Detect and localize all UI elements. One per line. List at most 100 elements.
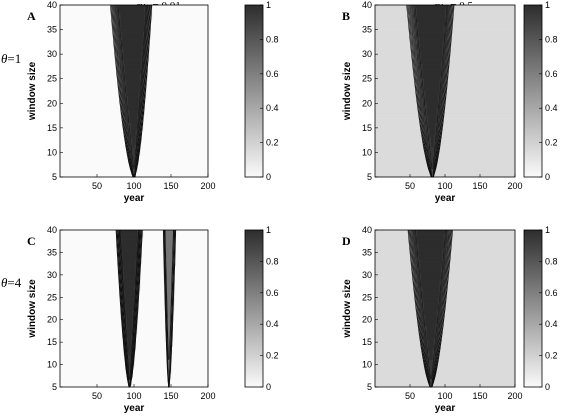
heatmap-cell: [412, 44, 415, 48]
heatmap-cell: [424, 308, 439, 312]
heatmap-cell: [375, 174, 432, 178]
heatmap-cell: [422, 310, 425, 314]
heatmap-cell: [442, 93, 444, 97]
heatmap-cell: [168, 342, 170, 345]
heatmap-cell: [429, 382, 433, 386]
heatmap-cell: [116, 39, 119, 43]
heatmap-cell: [120, 247, 123, 251]
colorbar-tick-label: 0.2: [545, 138, 558, 148]
heatmap-cell: [417, 247, 419, 251]
y-tick-label: 5: [367, 172, 372, 182]
heatmap-cell: [128, 118, 130, 121]
heatmap-cell: [122, 36, 144, 40]
heatmap-cell: [123, 277, 136, 280]
heatmap-cell: [446, 44, 449, 48]
heatmap-cell: [415, 247, 418, 251]
heatmap-cell: [421, 68, 423, 72]
heatmap-cell: [166, 304, 172, 307]
heatmap-cell: [375, 63, 414, 67]
heatmap-cell: [142, 34, 145, 38]
heatmap-cell: [452, 5, 454, 8]
heatmap-cell: [440, 301, 443, 305]
heatmap-cell: [449, 9, 451, 13]
heatmap-cell: [426, 342, 429, 345]
heatmap-cell: [419, 115, 422, 119]
heatmap-cell: [135, 147, 138, 151]
heatmap-cell: [450, 252, 516, 256]
heatmap-cell: [450, 250, 516, 253]
heatmap-cell: [123, 297, 126, 300]
heatmap-cell: [446, 86, 516, 89]
heatmap-cell: [415, 29, 418, 33]
heatmap-cell: [375, 270, 414, 274]
heatmap-cell: [419, 304, 422, 307]
x-tick-label: 200: [200, 391, 215, 401]
heatmap-cell: [414, 68, 416, 72]
heatmap-cell: [419, 46, 443, 50]
heatmap-cell: [375, 243, 411, 247]
heatmap-cell: [438, 98, 440, 102]
heatmap-cell: [435, 169, 516, 173]
heatmap-cell: [375, 105, 419, 109]
heatmap-cell: [447, 46, 450, 50]
colorbar-tick-label: 0: [266, 382, 271, 392]
heatmap-cell: [375, 279, 415, 282]
heatmap-cell: [375, 169, 430, 173]
heatmap-cell: [419, 312, 422, 316]
heatmap-cell: [439, 346, 516, 350]
heatmap-cell: [446, 71, 449, 75]
heatmap-cell: [166, 279, 173, 282]
heatmap-cell: [447, 277, 516, 280]
heatmap-cell: [424, 120, 426, 124]
heatmap-cell: [425, 98, 439, 102]
y-tick-label: 15: [362, 123, 372, 133]
heatmap-cell: [375, 12, 409, 16]
heatmap-cell: [439, 103, 442, 107]
heatmap-cell: [135, 137, 138, 141]
heatmap-cell: [144, 9, 147, 13]
heatmap-cell: [428, 147, 430, 151]
heatmap-cell: [120, 36, 123, 40]
heatmap-cell: [166, 315, 172, 318]
heatmap-cell: [375, 315, 418, 318]
heatmap-cell: [122, 51, 125, 55]
heatmap-cell: [443, 29, 446, 33]
heatmap-cell: [438, 108, 440, 112]
heatmap-cell: [443, 115, 516, 119]
heatmap-cell: [438, 127, 440, 131]
heatmap-cell: [422, 83, 425, 87]
heatmap-cell: [412, 24, 415, 28]
heatmap-cell: [426, 348, 429, 352]
heatmap-cell: [410, 34, 412, 38]
heatmap-cell: [411, 9, 414, 13]
heatmap-cell: [429, 149, 436, 153]
colorbar-tick-label: 0.4: [266, 319, 279, 329]
heatmap-cell: [126, 105, 129, 109]
heatmap-cell: [135, 259, 138, 262]
heatmap-cell: [110, 9, 113, 13]
heatmap-cell: [433, 353, 436, 356]
heatmap-cell: [126, 339, 129, 343]
heatmap-cell: [447, 36, 450, 40]
heatmap-cell: [125, 100, 127, 104]
heatmap-cell: [165, 250, 173, 253]
heatmap-cell: [128, 113, 130, 116]
heatmap-cell: [439, 149, 516, 153]
heatmap-cell: [442, 100, 444, 104]
heatmap-cell: [113, 14, 116, 18]
heatmap-cell: [438, 154, 516, 158]
heatmap-cell: [144, 36, 147, 40]
heatmap-cell: [439, 324, 442, 327]
heatmap-cell: [449, 49, 516, 53]
heatmap-cell: [443, 46, 446, 50]
heatmap-cell: [418, 261, 421, 265]
y-tick-label: 25: [362, 292, 372, 302]
heatmap-cell: [436, 132, 439, 136]
heatmap-cell: [452, 29, 516, 33]
heatmap-cell: [442, 274, 444, 278]
heatmap-cell: [428, 360, 435, 363]
heatmap-cell: [375, 274, 414, 278]
heatmap-cell: [122, 44, 144, 48]
heatmap-cell: [428, 362, 435, 365]
heatmap-cell: [431, 142, 435, 146]
